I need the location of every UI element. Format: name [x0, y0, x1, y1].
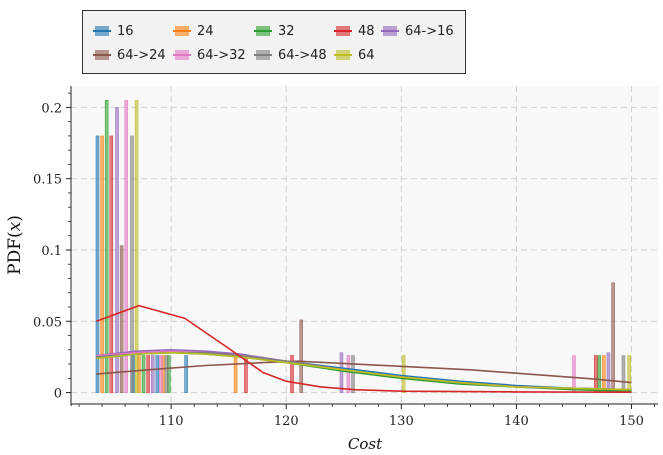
legend-item: 64: [334, 45, 375, 65]
legend-label: 16: [117, 23, 134, 39]
histogram-bar: [95, 135, 100, 393]
histogram-bar: [150, 355, 155, 393]
histogram-bar: [594, 355, 598, 393]
histogram-bar: [621, 355, 626, 393]
legend: 16 24 32 48 64->16 64->24 64->32 64->48 64: [82, 10, 466, 74]
histogram-bar: [572, 355, 576, 393]
legend-label: 64->32: [197, 47, 246, 63]
histogram-bar: [130, 135, 134, 393]
legend-label: 24: [197, 23, 214, 39]
axes: [66, 86, 658, 409]
x-tick-label: 110: [159, 414, 184, 429]
legend-label: 64->16: [405, 23, 454, 39]
histogram-bar: [115, 107, 119, 393]
histogram-bar: [602, 355, 606, 393]
x-tick-label: 130: [389, 414, 414, 429]
legend-swatch: [93, 26, 111, 36]
y-tick-label: 0.2: [41, 101, 62, 116]
y-axis-label: PDF(x): [5, 215, 25, 275]
kde-line: [96, 304, 632, 393]
kde-line: [96, 351, 632, 391]
histogram-bar: [124, 99, 129, 393]
histogram-bar: [104, 99, 109, 393]
histogram-bar: [606, 352, 611, 393]
histogram-bar: [100, 135, 104, 393]
x-tick-label: 140: [504, 414, 529, 429]
kde-line: [96, 360, 632, 384]
histogram-bar: [184, 355, 188, 393]
legend-item: 48: [334, 21, 375, 41]
histogram-bar: [351, 355, 355, 393]
legend-item: 64->32: [173, 45, 246, 65]
legend-item: 32: [254, 21, 295, 41]
legend-item: 24: [173, 21, 214, 41]
legend-item: 64->48: [254, 45, 327, 65]
histogram-bar: [155, 355, 160, 393]
legend-swatch: [381, 26, 399, 36]
legend-item: 64->24: [93, 45, 166, 65]
grid-lines: [71, 86, 658, 404]
histogram-bar: [146, 355, 150, 393]
legend-swatch: [173, 26, 191, 36]
legend-label: 64->24: [117, 47, 166, 63]
legend-label: 32: [278, 23, 295, 39]
legend-swatch: [254, 50, 272, 60]
legend-label: 64->48: [278, 47, 327, 63]
legend-swatch: [93, 50, 111, 60]
histogram-bar: [109, 135, 114, 393]
legend-swatch: [254, 26, 272, 36]
histogram-bar: [141, 355, 146, 393]
histogram-bar: [299, 319, 303, 393]
y-tick-label: 0.1: [41, 244, 62, 259]
histogram-bar: [233, 355, 238, 393]
kde-curves: [96, 304, 632, 393]
legend-swatch: [334, 26, 352, 36]
histogram-bar: [627, 355, 632, 393]
x-axis-label: Cost: [348, 435, 383, 453]
y-tick-label: 0.15: [33, 173, 62, 188]
histogram-bar: [339, 352, 344, 393]
legend-swatch: [173, 50, 191, 60]
histogram-bar: [597, 355, 602, 393]
legend-item: 64->16: [381, 21, 454, 41]
legend-label: 64: [358, 47, 375, 63]
histogram-bar: [290, 355, 294, 393]
histogram-bar: [158, 355, 163, 393]
histogram-bar: [119, 245, 124, 393]
histogram-bar: [134, 99, 139, 393]
histogram-bar: [401, 355, 406, 393]
histogram-bar: [346, 355, 351, 393]
legend-item: 16: [93, 21, 134, 41]
histogram-bar: [611, 282, 615, 393]
x-tick-label: 150: [619, 414, 644, 429]
legend-label: 48: [358, 23, 375, 39]
y-tick-label: 0: [54, 387, 62, 402]
tick-labels: 110 120 130 140 150 0 0.05 0.1 0.15 0.2: [33, 101, 644, 429]
histogram-bar: [164, 355, 169, 393]
legend-swatch: [334, 50, 352, 60]
x-tick-label: 120: [274, 414, 299, 429]
y-tick-label: 0.05: [33, 315, 62, 330]
